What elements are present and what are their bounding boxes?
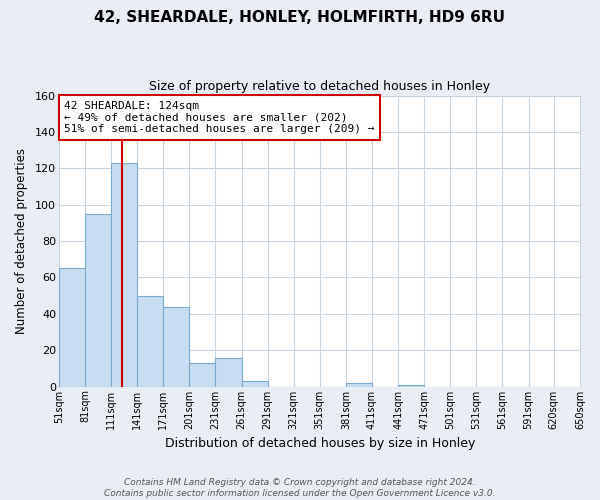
Bar — [346, 383, 372, 386]
Bar — [85, 214, 111, 386]
Bar — [242, 381, 268, 386]
Bar — [190, 363, 215, 386]
Text: Contains HM Land Registry data © Crown copyright and database right 2024.
Contai: Contains HM Land Registry data © Crown c… — [104, 478, 496, 498]
Bar — [137, 296, 163, 386]
Bar — [215, 358, 242, 386]
Bar — [163, 306, 190, 386]
Bar — [398, 385, 424, 386]
Y-axis label: Number of detached properties: Number of detached properties — [15, 148, 28, 334]
Bar — [59, 268, 85, 386]
X-axis label: Distribution of detached houses by size in Honley: Distribution of detached houses by size … — [164, 437, 475, 450]
Title: Size of property relative to detached houses in Honley: Size of property relative to detached ho… — [149, 80, 490, 93]
Text: 42 SHEARDALE: 124sqm
← 49% of detached houses are smaller (202)
51% of semi-deta: 42 SHEARDALE: 124sqm ← 49% of detached h… — [64, 101, 374, 134]
Text: 42, SHEARDALE, HONLEY, HOLMFIRTH, HD9 6RU: 42, SHEARDALE, HONLEY, HOLMFIRTH, HD9 6R… — [95, 10, 505, 25]
Bar — [111, 163, 137, 386]
